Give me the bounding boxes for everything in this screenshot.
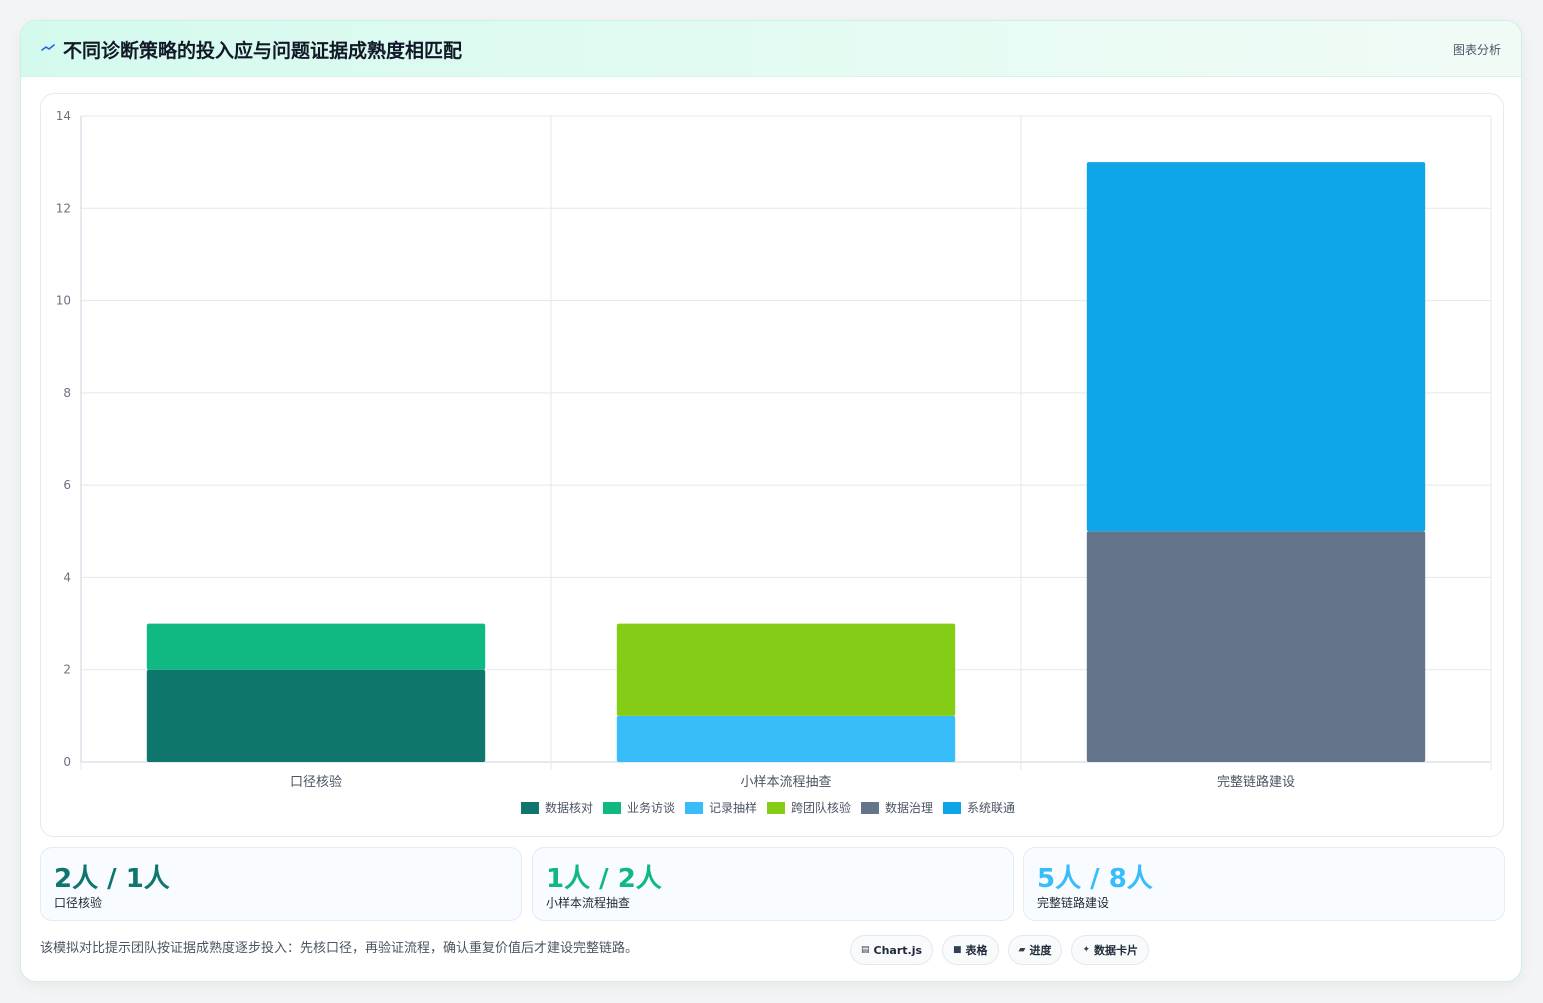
- progress-icon: ▰: [1018, 945, 1026, 955]
- x-tick-label: 小样本流程抽查: [740, 775, 831, 790]
- legend-label: 跨团队核验: [791, 800, 851, 815]
- trend-line-icon: [41, 44, 55, 51]
- legend-swatch: [603, 802, 621, 814]
- y-tick-label: 2: [63, 663, 71, 677]
- x-tick-label: 口径核验: [290, 774, 342, 790]
- tag-label: 表格: [965, 944, 988, 957]
- card-header: 不同诊断策略的投入应与问题证据成熟度相匹配 图表分析: [21, 21, 1521, 77]
- y-tick-label: 14: [56, 109, 71, 123]
- legend-label: 记录抽样: [709, 800, 757, 815]
- stat-value: 5人 / 8人: [1037, 864, 1153, 894]
- legend-swatch: [943, 802, 961, 814]
- tag-data-card[interactable]: ✦ 数据卡片: [1071, 935, 1150, 965]
- y-tick-label: 4: [63, 570, 71, 584]
- chart-container: 0 2 4 6 8 10 12 14 口径核验 小样本流程抽查 完整链路建设数据核对 业务访谈 记录抽样…: [40, 93, 1504, 837]
- legend-swatch: [521, 802, 539, 814]
- bar-segment: [1086, 162, 1426, 532]
- tag-label: Chart.js: [873, 943, 923, 957]
- table-icon: ■: [953, 945, 962, 955]
- bar-segment: [616, 623, 956, 716]
- stat-label: 完整链路建设: [1037, 896, 1110, 910]
- stat-card-2: 1人 / 2人 小样本流程抽查: [532, 847, 1014, 921]
- y-tick-label: 8: [63, 386, 71, 400]
- legend-label: 数据核对: [545, 800, 593, 815]
- bar-segment: [146, 623, 486, 670]
- tag-list: ▤ Chart.js ■ 表格 ▰ 进度 ✦ 数据卡片: [850, 935, 1150, 965]
- tag-chartjs[interactable]: ▤ Chart.js: [850, 935, 934, 965]
- bar-segment: [1086, 531, 1426, 762]
- stat-value: 1人 / 2人: [546, 864, 662, 894]
- tag-label: 进度: [1029, 944, 1052, 957]
- data-card-icon: ✦: [1082, 945, 1091, 955]
- bar-segment: [616, 715, 956, 762]
- y-tick-label: 0: [63, 755, 71, 769]
- chart-icon: ▤: [861, 945, 870, 955]
- legend-swatch: [685, 802, 703, 814]
- stat-card-1: 2人 / 1人 口径核验: [40, 847, 522, 921]
- y-tick-label: 6: [63, 478, 71, 492]
- stat-card-3: 5人 / 8人 完整链路建设: [1023, 847, 1505, 921]
- tag-table[interactable]: ■ 表格: [942, 935, 999, 965]
- y-tick-label: 10: [56, 294, 71, 308]
- legend-label: 系统联通: [967, 801, 1015, 815]
- bar-segment: [146, 669, 486, 762]
- legend-label: 数据治理: [885, 800, 933, 815]
- page-title: 不同诊断策略的投入应与问题证据成熟度相匹配: [63, 40, 463, 62]
- legend-label: 业务访谈: [627, 800, 675, 815]
- chart-analysis-link[interactable]: 图表分析: [1452, 43, 1501, 57]
- tag-progress[interactable]: ▰ 进度: [1007, 935, 1063, 965]
- y-tick-label: 12: [56, 201, 71, 215]
- stat-value: 2人 / 1人: [54, 864, 170, 894]
- stat-label: 小样本流程抽查: [546, 896, 631, 910]
- footnote: 该模拟对比提示团队按证据成熟度逐步投入：先核口径，再验证流程，确认重复价值后才建…: [40, 941, 639, 956]
- stat-label: 口径核验: [54, 896, 103, 910]
- x-tick-label: 完整链路建设: [1217, 774, 1295, 790]
- legend-swatch: [861, 802, 879, 814]
- legend-swatch: [767, 802, 785, 814]
- tag-label: 数据卡片: [1094, 944, 1139, 957]
- chart-card: 不同诊断策略的投入应与问题证据成熟度相匹配 图表分析 0 2 4 6 8 10 12 14 口径…: [20, 20, 1522, 982]
